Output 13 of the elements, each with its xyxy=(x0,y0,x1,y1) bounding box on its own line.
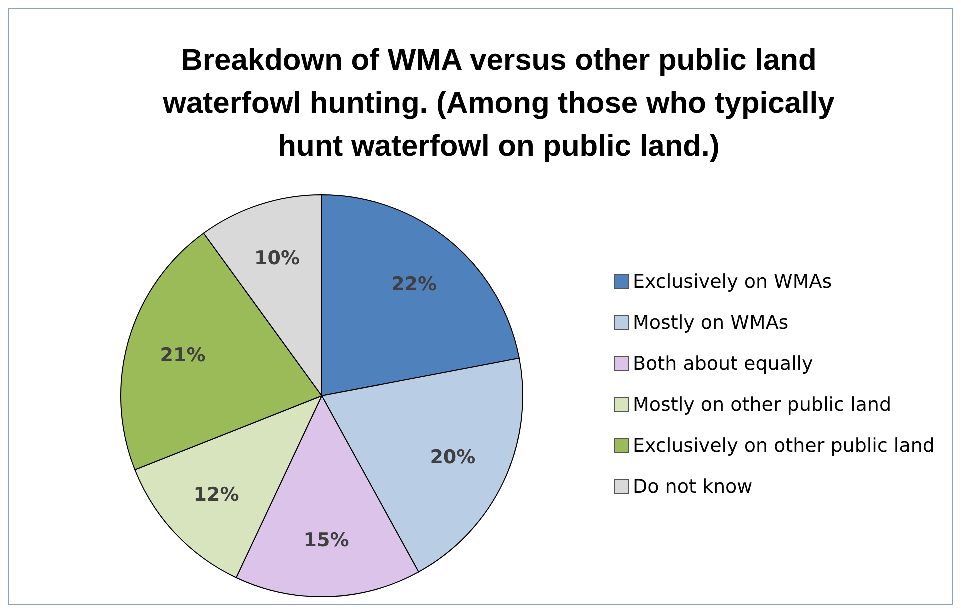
legend-label: Both about equally xyxy=(633,352,814,374)
data-label: 20% xyxy=(430,446,476,469)
data-label: 15% xyxy=(304,530,350,552)
legend-label: Do not know xyxy=(633,476,753,498)
data-label: 21% xyxy=(160,344,206,367)
data-label: 12% xyxy=(194,484,240,506)
legend-label: Exclusively on WMAs xyxy=(633,270,832,292)
data-label: 10% xyxy=(254,247,300,270)
legend-label: Mostly on WMAs xyxy=(633,312,789,334)
chart-title: Breakdown of WMA versus other public land waterfowl hunting. (Among those who typically hunt waterfowl on public land.) xyxy=(162,43,836,165)
legend-label: Exclusively on other public land xyxy=(633,434,935,456)
data-label: 22% xyxy=(392,273,437,296)
legend-label: Mostly on other public land xyxy=(633,394,892,416)
